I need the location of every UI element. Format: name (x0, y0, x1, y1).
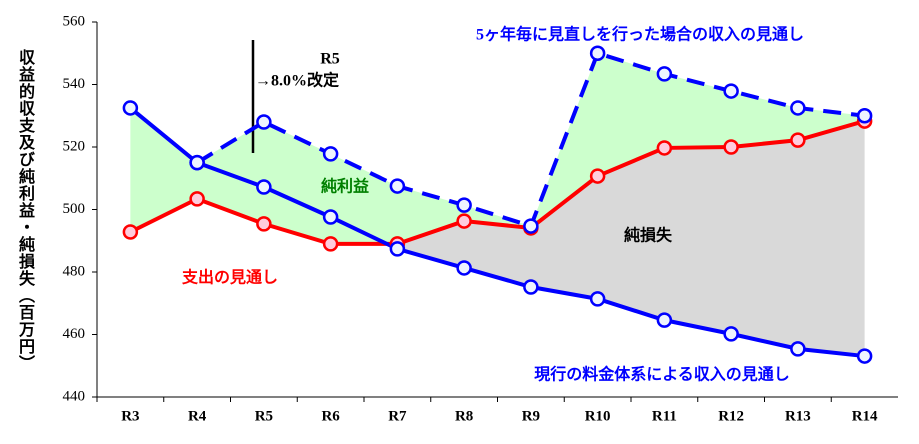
y-tick-label: 480 (63, 263, 86, 279)
x-tick-label: R13 (785, 408, 811, 424)
x-tick-label: R12 (718, 408, 744, 424)
point (856, 108, 873, 124)
y-tick-label: 560 (63, 13, 86, 29)
series-line (129, 119, 866, 246)
point (656, 140, 673, 156)
point (256, 216, 272, 232)
point (456, 260, 472, 276)
point (122, 224, 139, 240)
profit-area (130, 53, 865, 244)
x-tick-label: R8 (455, 408, 473, 424)
annotation: R5 (320, 51, 340, 68)
x-tick-label: R9 (522, 408, 540, 424)
point (322, 146, 339, 162)
annotation: 現行の料金体系による収入の見通し (534, 365, 790, 384)
y-tick-label: 540 (63, 76, 86, 92)
point (456, 213, 472, 229)
point (389, 241, 406, 257)
point (322, 209, 339, 225)
x-tick-label: R5 (255, 408, 273, 424)
x-tick-label: R10 (585, 408, 611, 424)
point (456, 197, 472, 213)
point (322, 236, 339, 252)
point (856, 348, 873, 364)
y-tick-label: 440 (63, 388, 86, 404)
x-tick-label: R7 (388, 408, 407, 424)
point (723, 83, 739, 99)
point (790, 341, 806, 357)
point (723, 139, 739, 155)
annotation: 純利益 (321, 177, 369, 196)
loss-area (397, 121, 865, 357)
point (189, 191, 205, 207)
point (656, 66, 673, 82)
annotation: 支出の見通し (181, 268, 278, 287)
y-tick-label: 460 (63, 326, 86, 342)
point (589, 45, 606, 61)
annotation: 純損失 (624, 226, 673, 245)
point (656, 312, 673, 328)
x-tick-label: R4 (188, 408, 207, 424)
y-tick-label: 500 (63, 201, 86, 217)
point (790, 132, 806, 148)
plot: 440 460 480 500 520 540 560 R3 R4 R5 R6 R7 R8 R9 R10 R1… (63, 13, 898, 424)
x-tick-label: R3 (121, 408, 139, 424)
point (589, 291, 606, 307)
point (523, 279, 539, 295)
point (723, 326, 739, 342)
x-tick-label: R6 (321, 408, 340, 424)
y-axis-label: 収益的収支及び純利益・純損失（百万円） (16, 48, 33, 372)
y-tick-label: 520 (63, 138, 86, 154)
point (790, 100, 806, 116)
series-line (129, 106, 865, 359)
point (256, 179, 272, 195)
point (589, 168, 606, 184)
point (189, 154, 205, 171)
annotation: →8.0%改定 (255, 71, 339, 90)
point (122, 100, 139, 116)
x-tick-label: R11 (652, 408, 677, 424)
annotation: 5ヶ年毎に見直しを行った場合の収入の見通し (476, 25, 804, 44)
fills (130, 53, 865, 357)
x-tick-label: R14 (852, 408, 878, 424)
point (523, 218, 539, 234)
point (256, 114, 272, 130)
point (389, 178, 406, 194)
